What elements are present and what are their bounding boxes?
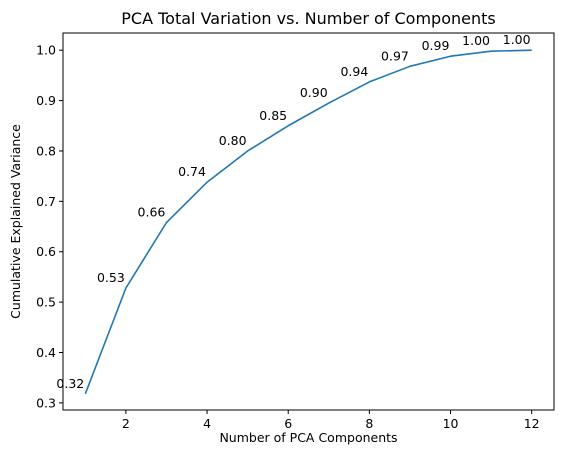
x-tick-label: 10 xyxy=(443,416,459,431)
plot-frame xyxy=(62,32,555,411)
y-tick-label: 0.5 xyxy=(36,295,56,310)
y-tick-label: 0.6 xyxy=(36,244,56,259)
y-axis-label: Cumulative Explained Variance xyxy=(8,124,23,319)
chart-title: PCA Total Variation vs. Number of Compon… xyxy=(121,9,495,28)
y-tick-label: 1.0 xyxy=(36,43,56,58)
x-axis-label: Number of PCA Components xyxy=(219,430,397,445)
data-label: 0.32 xyxy=(56,376,84,391)
y-tick-label: 0.9 xyxy=(36,93,56,108)
data-label: 0.90 xyxy=(300,85,328,100)
data-label: 1.00 xyxy=(503,32,531,47)
x-tick-label: 4 xyxy=(203,416,211,431)
plot-background xyxy=(63,33,554,410)
data-label: 0.53 xyxy=(97,270,125,285)
x-tick-label: 8 xyxy=(365,416,373,431)
data-label: 0.74 xyxy=(178,164,206,179)
x-tick-label: 2 xyxy=(122,416,130,431)
data-label: 0.94 xyxy=(340,64,368,79)
x-tick-label: 6 xyxy=(284,416,292,431)
y-tick-label: 0.3 xyxy=(36,395,56,410)
x-tick-label: 12 xyxy=(524,416,540,431)
data-label: 0.66 xyxy=(138,205,166,220)
cumulative-variance-line xyxy=(84,49,532,395)
data-label: 1.00 xyxy=(462,33,490,48)
data-label: 0.85 xyxy=(259,108,287,123)
y-tick-label: 0.8 xyxy=(36,143,56,158)
y-tick-label: 0.7 xyxy=(36,194,56,209)
data-label: 0.97 xyxy=(381,48,409,63)
data-label: 0.80 xyxy=(219,133,247,148)
data-label: 0.99 xyxy=(422,38,450,53)
y-tick-label: 0.4 xyxy=(36,345,56,360)
